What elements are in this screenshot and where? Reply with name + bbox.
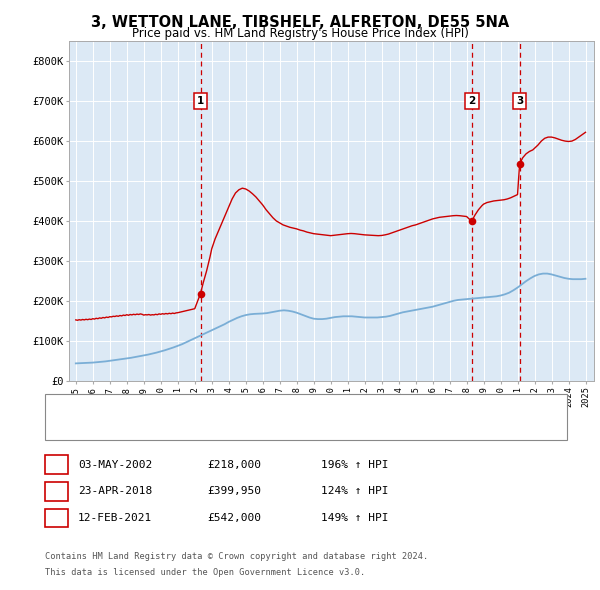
Text: 3: 3: [53, 513, 60, 523]
Text: 149% ↑ HPI: 149% ↑ HPI: [321, 513, 389, 523]
Text: 3, WETTON LANE, TIBSHELF, ALFRETON, DE55 5NA: 3, WETTON LANE, TIBSHELF, ALFRETON, DE55…: [91, 15, 509, 30]
Text: 03-MAY-2002: 03-MAY-2002: [78, 460, 152, 470]
Text: 196% ↑ HPI: 196% ↑ HPI: [321, 460, 389, 470]
Text: Contains HM Land Registry data © Crown copyright and database right 2024.: Contains HM Land Registry data © Crown c…: [45, 552, 428, 561]
Text: 3: 3: [516, 96, 523, 106]
Text: 3, WETTON LANE, TIBSHELF, ALFRETON, DE55 5NA (detached house): 3, WETTON LANE, TIBSHELF, ALFRETON, DE55…: [90, 401, 456, 411]
Text: 124% ↑ HPI: 124% ↑ HPI: [321, 487, 389, 496]
Text: Price paid vs. HM Land Registry's House Price Index (HPI): Price paid vs. HM Land Registry's House …: [131, 27, 469, 40]
Text: 1: 1: [197, 96, 204, 106]
Text: £218,000: £218,000: [207, 460, 261, 470]
Text: HPI: Average price, detached house, Bolsover: HPI: Average price, detached house, Bols…: [90, 422, 354, 432]
Text: 1: 1: [53, 460, 60, 470]
Text: 2: 2: [468, 96, 475, 106]
Text: This data is licensed under the Open Government Licence v3.0.: This data is licensed under the Open Gov…: [45, 568, 365, 577]
Text: 23-APR-2018: 23-APR-2018: [78, 487, 152, 496]
Text: 12-FEB-2021: 12-FEB-2021: [78, 513, 152, 523]
Text: £542,000: £542,000: [207, 513, 261, 523]
Text: 2: 2: [53, 487, 60, 496]
Text: £399,950: £399,950: [207, 487, 261, 496]
